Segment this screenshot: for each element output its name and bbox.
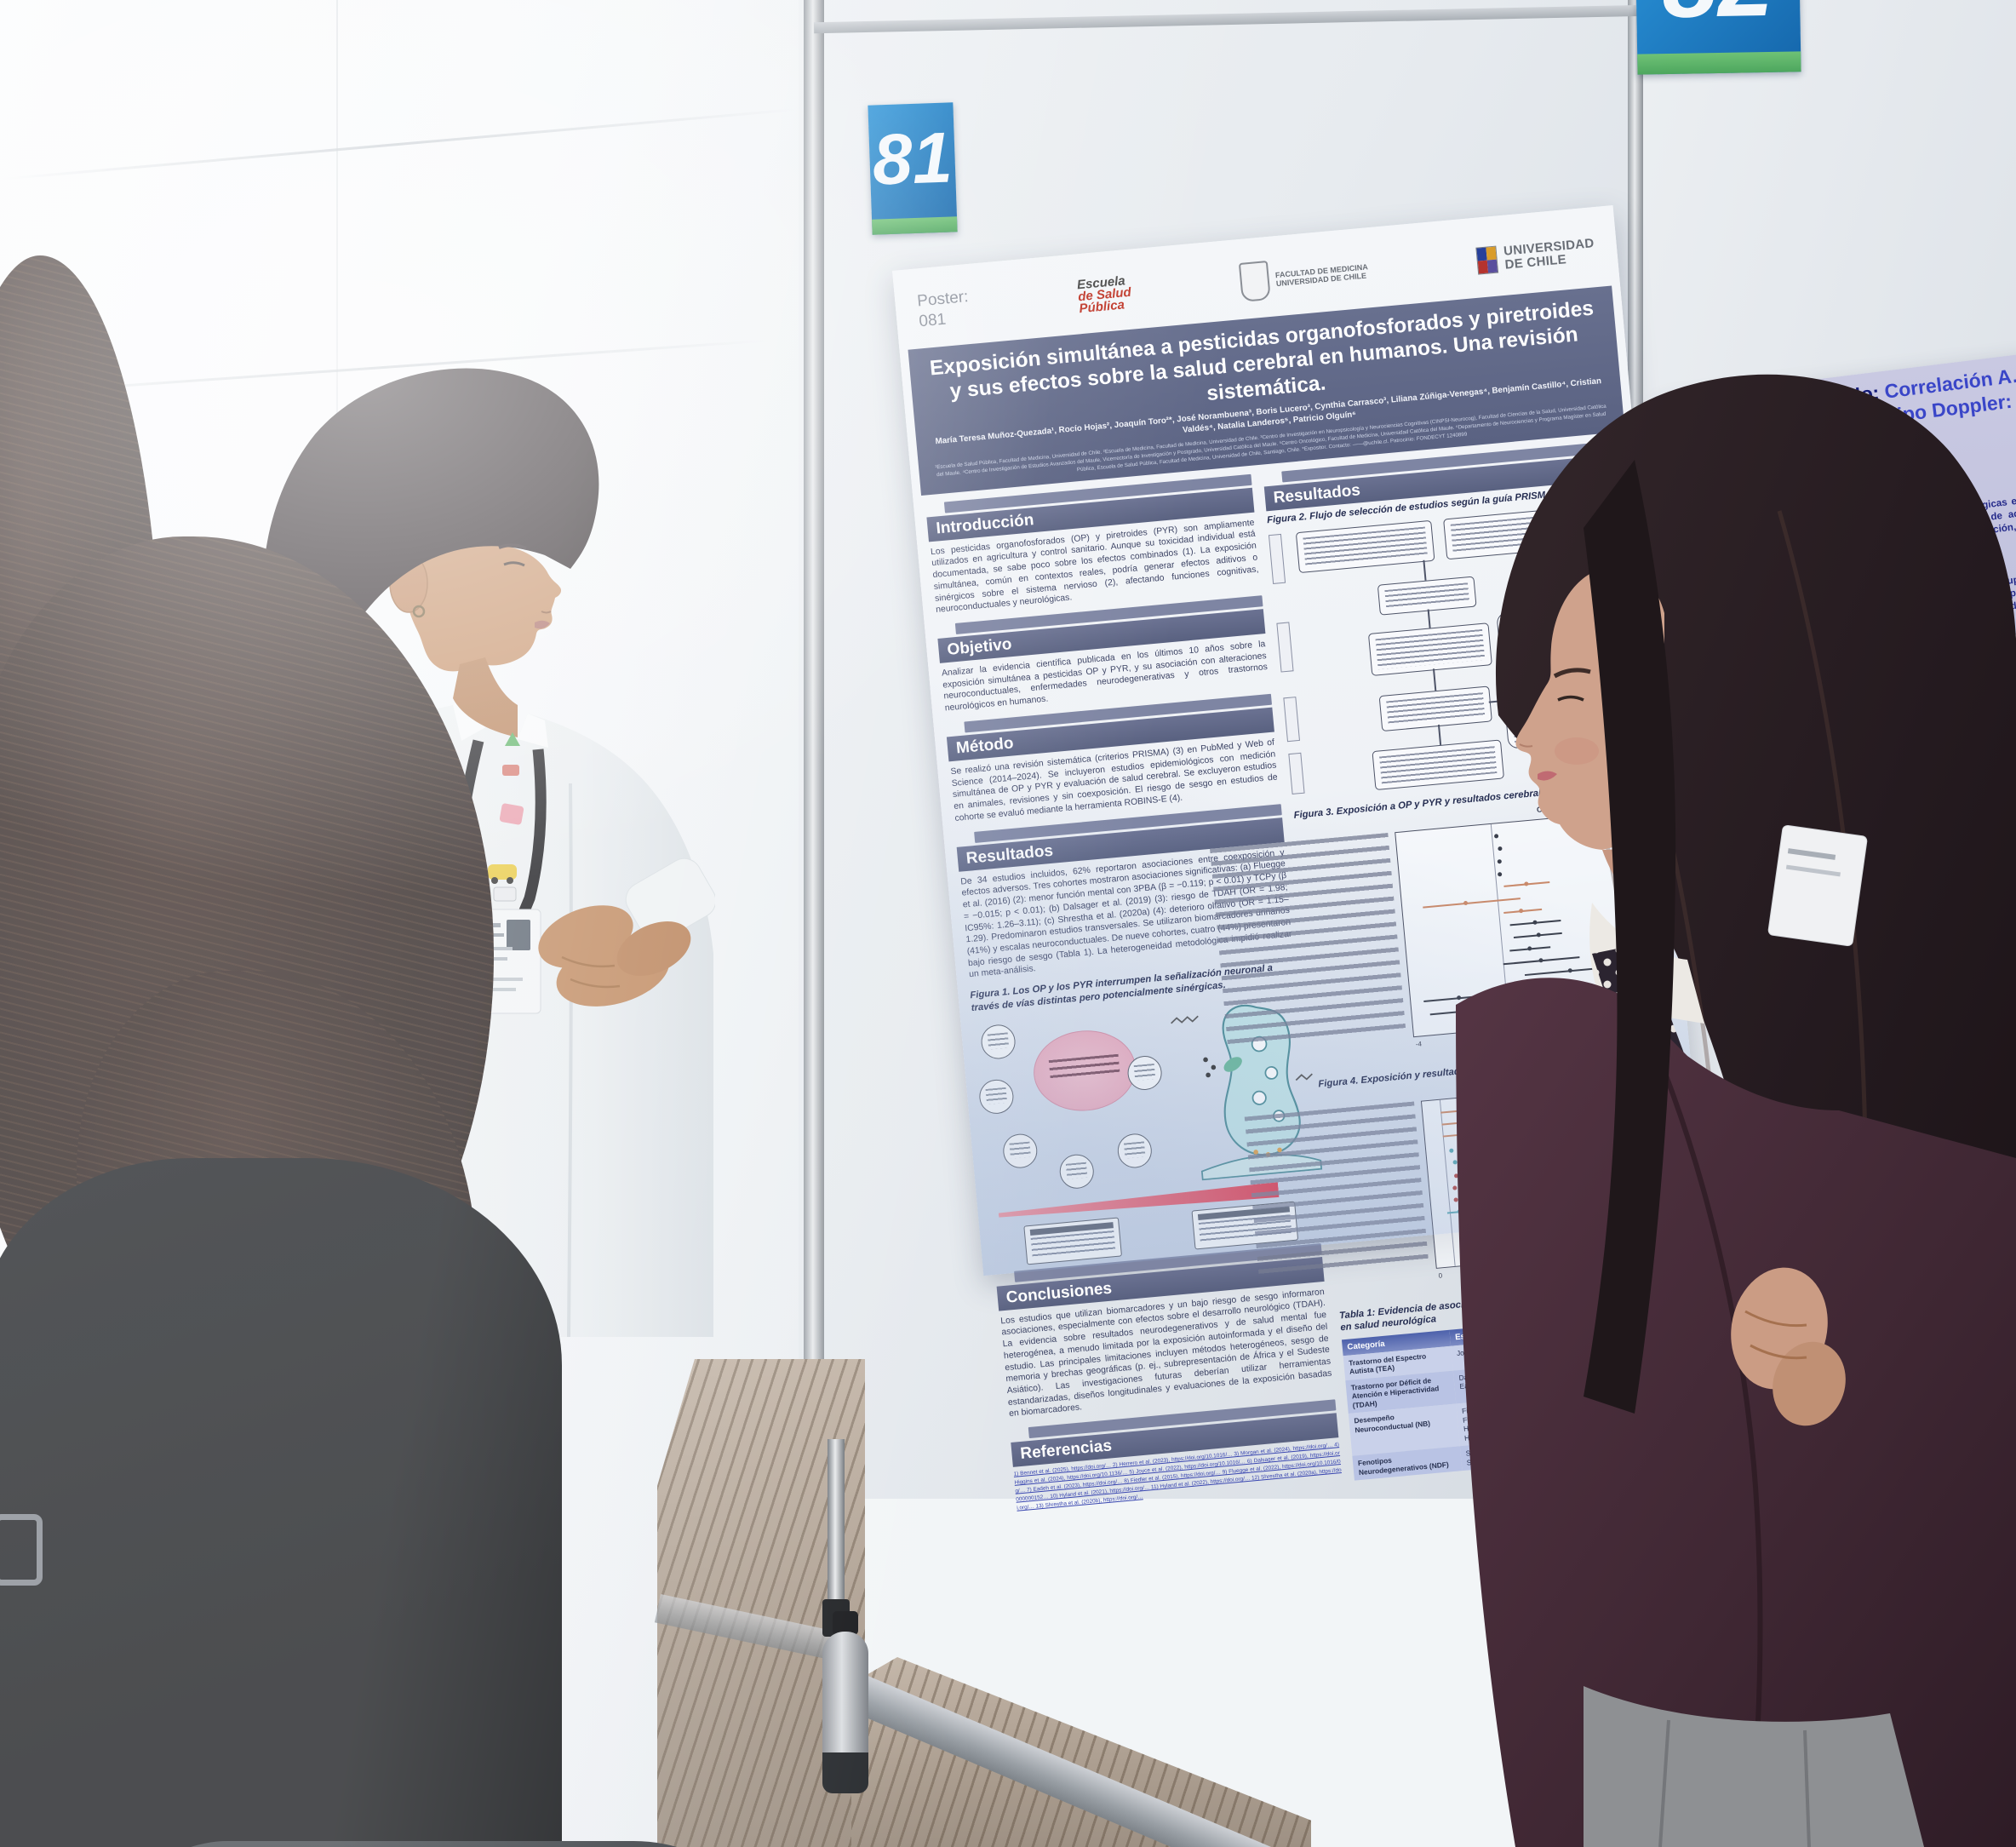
exposure-sources-circle [1030, 1025, 1140, 1116]
panel-leg-pole [828, 1439, 845, 1615]
listener-woman [1456, 374, 2016, 1847]
facultad-logo-text: FACULTAD DE MEDICINA UNIVERSIDAD DE CHIL… [1275, 262, 1370, 288]
vesicle [1264, 1065, 1279, 1080]
badge-81-green-stripe [872, 216, 958, 235]
diagram-node-icon [977, 1077, 1016, 1116]
bag-d-ring [0, 1514, 43, 1586]
logo-text: Pública [1078, 297, 1125, 317]
water-bottle-base [822, 1752, 868, 1793]
diagram-node-icon [1116, 1132, 1154, 1169]
universidad-de-chile-logo: UNIVERSIDAD DE CHILE [1475, 236, 1596, 275]
poster-number-badge-81: 81 [868, 102, 958, 235]
prisma-stage-tab [1276, 622, 1294, 673]
black-leather-bag [109, 1841, 795, 1847]
prisma-stage-tab [1283, 697, 1300, 743]
molecule-dot [1211, 1064, 1217, 1070]
badge-81-number: 81 [871, 117, 954, 200]
molecule-dot [1203, 1057, 1208, 1062]
poster-number-block: Poster: 081 [916, 287, 971, 332]
foreground-shoulder [0, 1158, 562, 1847]
pesticide-molecule [1170, 1015, 1199, 1024]
diagram-node-icon [1057, 1152, 1096, 1190]
legend-box [1023, 1217, 1122, 1265]
foreground-person [0, 255, 817, 1847]
pesticide-molecule [1295, 1073, 1313, 1081]
conference-badge [1767, 824, 1868, 947]
bag-sheen [109, 1841, 795, 1847]
cheek-blush [1555, 737, 1599, 765]
poster-number-badge-82: 82 [1635, 0, 1801, 75]
fig3-row-labels-placeholder [1210, 832, 1406, 1046]
badge-82-number: 82 [1635, 0, 1801, 48]
facultad-crest-icon [1238, 261, 1271, 302]
conclusiones-text: Los estudios que utilizan biomarcadores … [999, 1287, 1332, 1420]
facultad-medicina-logo: FACULTAD DE MEDICINA UNIVERSIDAD DE CHIL… [1238, 251, 1371, 302]
prisma-stage-tab [1268, 534, 1286, 585]
uchile-shield-icon [1475, 245, 1499, 275]
badge-82-green-stripe [1637, 51, 1801, 75]
diagram-node-icon [979, 1023, 1017, 1060]
escuela-salud-publica-logo: Escuela de Salud Pública [1076, 273, 1132, 317]
uchile-logo-text: UNIVERSIDAD DE CHILE [1503, 236, 1596, 272]
floor-tiles [851, 1657, 1311, 1847]
diagram-node-icon [1001, 1132, 1039, 1169]
legend-lines-placeholder [1030, 1230, 1116, 1257]
prisma-stage-tab [1288, 753, 1305, 795]
poster-number: 081 [918, 310, 948, 331]
molecule-dot [1206, 1072, 1211, 1077]
water-bottle [822, 1632, 868, 1758]
vesicle [1251, 1090, 1267, 1105]
